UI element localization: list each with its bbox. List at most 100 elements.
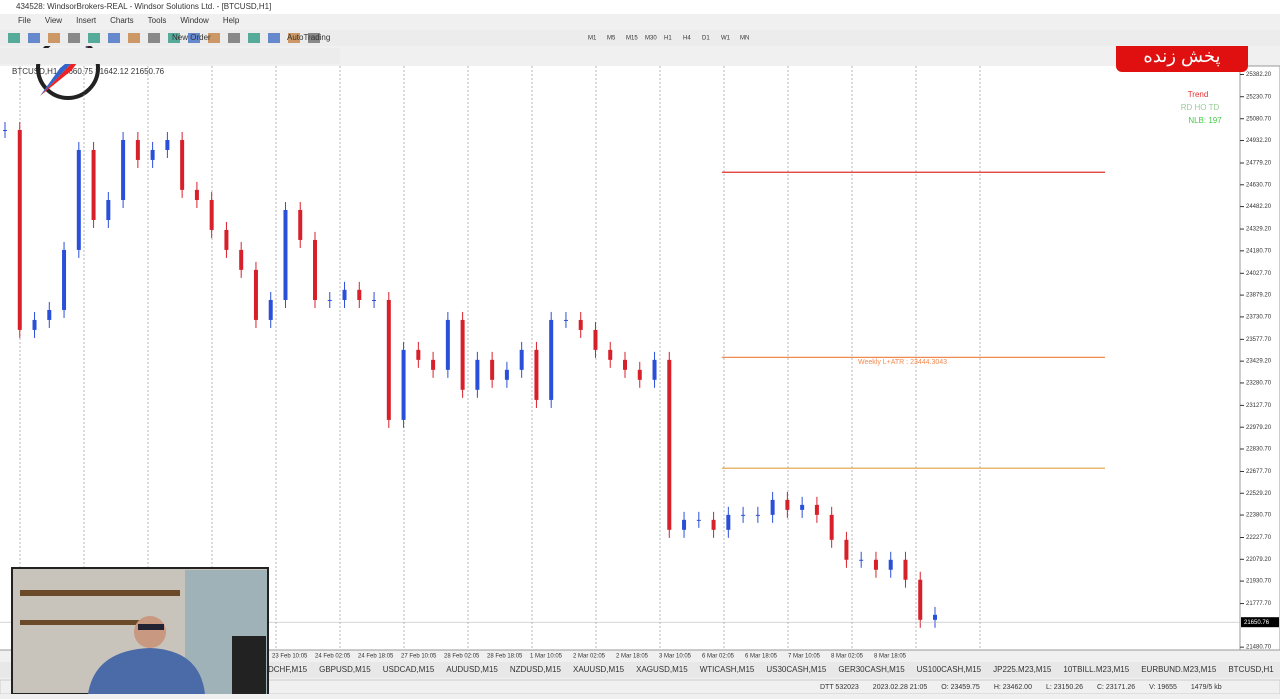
toolbar-icon[interactable]: [168, 33, 180, 43]
price-tick-label: 21930.70: [1246, 579, 1272, 585]
menu-item[interactable]: View: [45, 16, 62, 25]
menu-item[interactable]: File: [18, 16, 31, 25]
toolbar-icon[interactable]: [268, 33, 280, 43]
auto-trading-button[interactable]: AutoTrading: [287, 33, 330, 42]
timeframe-button[interactable]: M30: [645, 36, 657, 42]
time-tick-label: 6 Mar 18:05: [745, 654, 778, 660]
price-tick-label: 24027.70: [1246, 271, 1272, 277]
status-field: L: 23150.26: [1046, 684, 1083, 691]
candle-body: [519, 349, 524, 370]
menu-item[interactable]: Charts: [110, 16, 134, 25]
price-tick-label: 24482.20: [1246, 204, 1272, 210]
toolbar-icon[interactable]: [288, 33, 300, 43]
menu-item[interactable]: Insert: [76, 16, 97, 25]
price-tick-label: 23730.70: [1246, 314, 1272, 320]
timeframe-button[interactable]: D1: [702, 36, 710, 42]
candle-body: [313, 239, 317, 300]
price-tick-label: 25382.20: [1246, 72, 1272, 78]
candle-body: [667, 359, 672, 530]
symbol-tab[interactable]: US100CASH,M15: [917, 665, 982, 674]
toolbar-icon[interactable]: [108, 33, 120, 43]
price-tick-label: 22227.70: [1246, 535, 1272, 541]
toolbar-icon[interactable]: [88, 33, 100, 43]
title-bar: [0, 0, 1280, 14]
toolbar-icon[interactable]: [48, 33, 60, 43]
indicator-title: Trend: [1188, 90, 1209, 99]
price-tick-label: 22830.70: [1246, 447, 1272, 453]
toolbar-icon[interactable]: [228, 33, 240, 43]
symbol-tab[interactable]: JP225.M23,M15: [993, 665, 1052, 674]
symbol-tab[interactable]: EURBUND.M23,M15: [1141, 665, 1217, 674]
toolbar-icon[interactable]: [248, 33, 260, 43]
candle-body: [475, 359, 480, 390]
candle-body: [623, 359, 627, 370]
timeframe-button[interactable]: M5: [607, 36, 616, 42]
candle-body: [859, 559, 864, 561]
candle-body: [91, 149, 96, 220]
toolbar-icon[interactable]: [208, 33, 220, 43]
menu-item[interactable]: Window: [180, 16, 209, 25]
toolbar-icon[interactable]: [128, 33, 140, 43]
toolbar-icon[interactable]: [28, 33, 40, 43]
symbol-tab[interactable]: USDCAD,M15: [383, 665, 435, 674]
price-tick-label: 23577.70: [1246, 337, 1272, 343]
toolbar-icon[interactable]: [308, 33, 320, 43]
candle-body: [682, 519, 687, 530]
candle-body: [121, 139, 126, 201]
live-badge: [1116, 40, 1248, 72]
price-tick-label: 23127.70: [1246, 403, 1272, 409]
toolbar-icon[interactable]: [8, 33, 20, 43]
candle-body: [844, 539, 849, 560]
time-tick-label: 2 Mar 18:05: [616, 654, 649, 660]
candle-body: [755, 514, 760, 516]
toolbar-icon[interactable]: [148, 33, 160, 43]
candle-body: [490, 359, 495, 380]
candle-body: [637, 369, 642, 380]
price-axis: [1239, 65, 1280, 651]
toolbar: [0, 48, 340, 64]
price-tick-label: 23879.20: [1246, 293, 1272, 299]
symbol-tab[interactable]: AUDUSD,M15: [446, 665, 498, 674]
symbol-tab[interactable]: GER30CASH,M15: [838, 665, 905, 674]
candle-body: [416, 349, 421, 360]
candle-body: [150, 149, 155, 160]
time-tick-label: 7 Mar 10:05: [788, 654, 821, 660]
timeframe-button[interactable]: W1: [721, 36, 731, 42]
time-tick-label: 1 Mar 10:05: [530, 654, 563, 660]
candle-body: [209, 200, 214, 230]
timeframe-button[interactable]: H1: [664, 36, 672, 42]
candle-body: [800, 504, 805, 510]
timeframe-button[interactable]: M15: [626, 36, 638, 42]
menu-item[interactable]: Help: [223, 16, 240, 25]
symbol-tab[interactable]: NZDUSD,M15: [510, 665, 562, 674]
symbol-tab[interactable]: GBPUSD,M15: [319, 665, 371, 674]
candle-body: [726, 514, 731, 530]
new-order-button[interactable]: New Order: [172, 33, 211, 42]
menu-item[interactable]: Tools: [148, 16, 167, 25]
price-tick-label: 23280.70: [1246, 381, 1272, 387]
status-field: DTT 532023: [820, 684, 859, 691]
status-field: H: 23462.00: [994, 684, 1032, 691]
candle-body: [918, 579, 923, 620]
candle-body: [32, 319, 37, 330]
price-tick-label: 22677.70: [1246, 469, 1272, 475]
candle-body: [534, 349, 539, 400]
toolbar-icon[interactable]: [68, 33, 80, 43]
timeframe-button[interactable]: H4: [683, 36, 691, 42]
timeframe-button[interactable]: M1: [588, 36, 597, 42]
toolbar-icon[interactable]: [188, 33, 200, 43]
timeframe-button[interactable]: MN: [740, 36, 749, 42]
candle-body: [549, 319, 554, 400]
symbol-tab[interactable]: DCHF,M15: [268, 665, 308, 674]
symbol-tab[interactable]: US30CASH,M15: [766, 665, 827, 674]
symbol-tab[interactable]: BTCUSD,H1: [1228, 665, 1274, 674]
symbol-tab[interactable]: 10TBILL.M23,M15: [1063, 665, 1129, 674]
candle-body: [17, 129, 22, 330]
status-field: 2023.02.28 21:05: [873, 684, 928, 691]
candle-body: [3, 129, 7, 131]
current-price-box: [1241, 617, 1279, 628]
time-tick-label: 28 Feb 18:05: [487, 654, 523, 660]
symbol-tab[interactable]: XAUUSD,M15: [573, 665, 625, 674]
symbol-tab[interactable]: WTICASH,M15: [700, 665, 755, 674]
symbol-tab[interactable]: XAGUSD,M15: [636, 665, 688, 674]
